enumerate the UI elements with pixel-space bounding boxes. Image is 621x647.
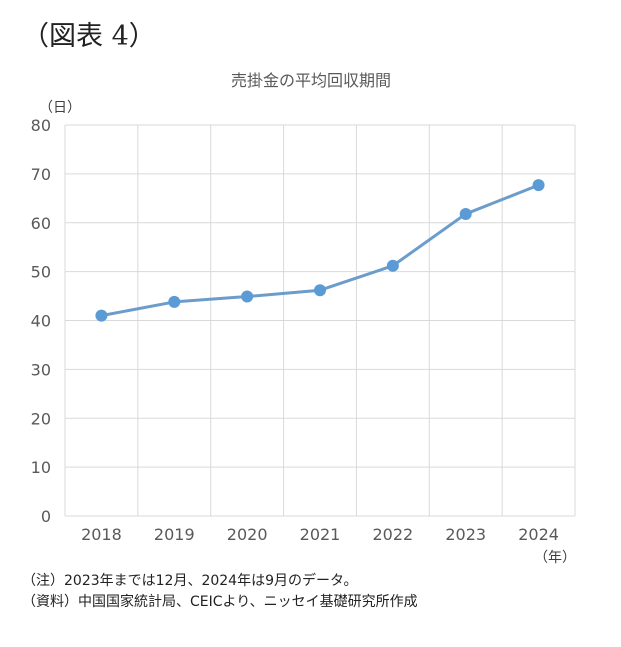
y-tick-label: 50	[31, 263, 51, 282]
x-tick-label: 2020	[227, 525, 268, 544]
source-note: （資料）中国国家統計局、CEICより、ニッセイ基礎研究所作成	[22, 594, 418, 610]
x-tick-label: 2022	[372, 525, 413, 544]
data-point	[168, 295, 181, 308]
data-point	[459, 207, 472, 220]
data-point	[314, 284, 326, 297]
y-tick-label: 60	[31, 214, 51, 233]
data-point	[95, 309, 108, 322]
y-tick-label: 80	[31, 116, 51, 135]
x-tick-label: 2023	[445, 525, 486, 544]
plot-area: 0 10 20 30 40 50 60 70 80 2018 2019 2020 2021 2022 202…	[31, 116, 576, 544]
y-tick-label: 40	[31, 312, 51, 331]
line-chart: 売掛金の平均回収期間 （日） （年） 0 10 20 30 40 50 60 70 80 2018…	[31, 71, 576, 566]
y-tick-label: 0	[41, 507, 51, 526]
chart-title: 売掛金の平均回収期間	[231, 71, 391, 90]
y-tick-label: 70	[31, 165, 51, 184]
figure-label: （図表 4）	[22, 21, 156, 52]
y-tick-label: 20	[31, 409, 51, 428]
y-axis-label: （日）	[39, 100, 81, 116]
y-tick-label: 10	[31, 458, 51, 477]
data-point	[386, 259, 399, 272]
data-point	[241, 290, 254, 303]
x-tick-label: 2019	[154, 525, 195, 544]
x-tick-label: 2021	[300, 525, 341, 544]
x-tick-label: 2024	[518, 525, 559, 544]
data-point	[532, 179, 545, 192]
footnote: （注）2023年までは12月、2024年は9月のデータ。	[22, 573, 358, 589]
y-tick-label: 30	[31, 360, 51, 379]
x-axis-label: （年）	[534, 550, 576, 566]
x-tick-label: 2018	[81, 525, 122, 544]
